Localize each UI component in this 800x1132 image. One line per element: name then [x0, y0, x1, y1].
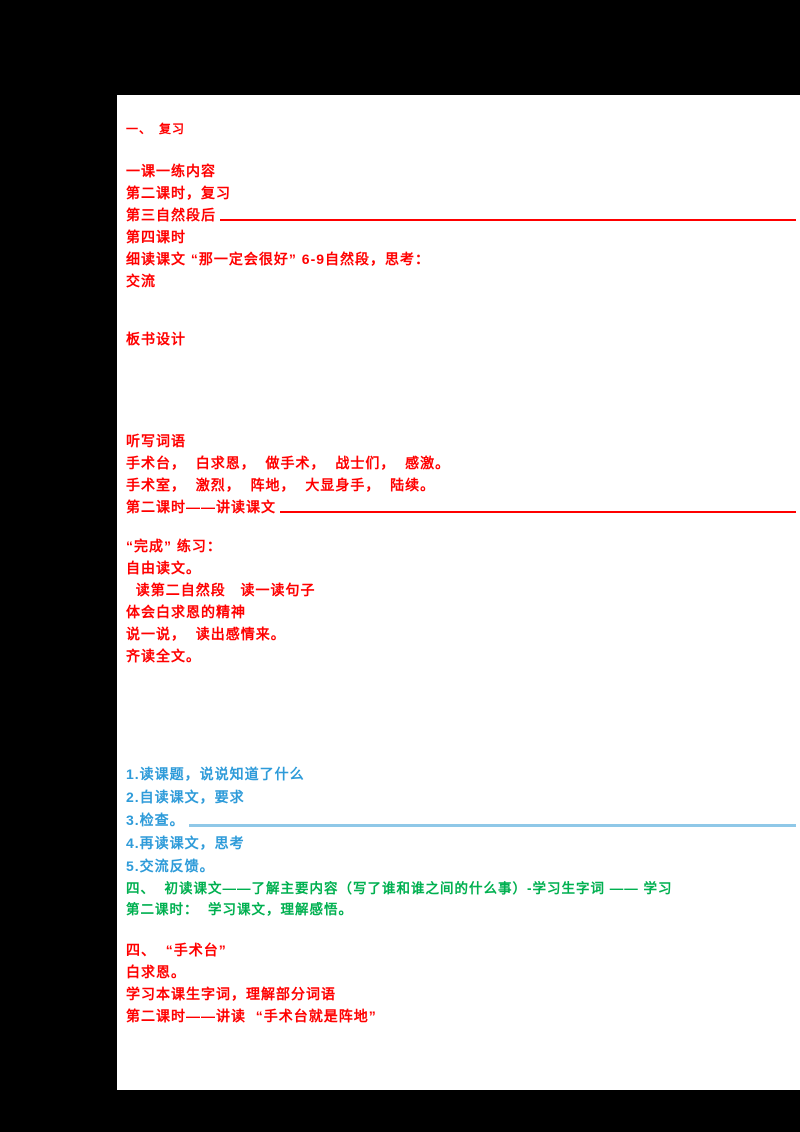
text-line: 四、 初读课文——了解主要内容（写了谁和谁之间的什么事）-学习生字词 —— 学习: [126, 878, 796, 899]
line-text: 1.读课题，说说知道了什么: [126, 766, 305, 782]
text-line: 1.读课题，说说知道了什么: [126, 763, 796, 786]
text-line: 手术室， 激烈， 阵地， 大显身手， 陆续。: [126, 474, 796, 496]
line-text: 手术台， 白求恩， 做手术， 战士们， 感激。: [126, 455, 451, 471]
text-line: 4.再读课文，思考: [126, 832, 796, 855]
underline-rule: [220, 219, 796, 221]
text-line: 5.交流反馈。: [126, 855, 796, 878]
section-red-block-2: 板书设计: [126, 328, 796, 350]
line-text: 学习本课生字词，理解部分词语: [126, 986, 336, 1002]
text-line: 第二课时——讲读 “手术台就是阵地”: [126, 1005, 796, 1027]
line-text: 读第二自然段 读一读句子: [126, 582, 316, 598]
text-line: 一、 复习: [126, 120, 796, 140]
text-line: 第二课时： 学习课文，理解感悟。: [126, 899, 796, 920]
line-text: 细读课文 “那一定会很好” 6-9自然段，思考：: [126, 251, 431, 267]
line-text: 白求恩。: [126, 964, 186, 980]
line-text: 说一说， 读出感情来。: [126, 626, 286, 642]
line-text: 5.交流反馈。: [126, 858, 215, 874]
text-line: 第二课时，复习: [126, 182, 796, 204]
line-text: 第二课时，复习: [126, 185, 231, 201]
line-text: 第四课时: [126, 229, 186, 245]
line-text: “完成” 练习：: [126, 538, 222, 554]
section-red-block-1: 一课一练内容 第二课时，复习 第三自然段后 第四课时 细读课文 “那一定会很好”…: [126, 160, 796, 292]
section-top-heading: 一、 复习: [126, 120, 796, 140]
text-line: 学习本课生字词，理解部分词语: [126, 983, 796, 1005]
line-text: 齐读全文。: [126, 648, 201, 664]
text-line: 听写词语: [126, 430, 796, 452]
line-text: 四、 初读课文——了解主要内容（写了谁和谁之间的什么事）-学习生字词 —— 学习: [126, 881, 673, 896]
line-text: 交流: [126, 273, 156, 289]
text-line: “完成” 练习：: [126, 535, 796, 557]
text-line: 第四课时: [126, 226, 796, 248]
text-line: 手术台， 白求恩， 做手术， 战士们， 感激。: [126, 452, 796, 474]
section-red-block-4: “完成” 练习： 自由读文。 读第二自然段 读一读句子 体会白求恩的精神 说一说…: [126, 535, 796, 667]
line-text: 体会白求恩的精神: [126, 604, 246, 620]
line-text: 第二课时： 学习课文，理解感悟。: [126, 902, 354, 917]
line-text: 板书设计: [126, 331, 186, 347]
text-line: 说一说， 读出感情来。: [126, 623, 796, 645]
underline-rule: [188, 824, 796, 827]
text-line: 板书设计: [126, 328, 796, 350]
text-line: 2.自读课文，要求: [126, 786, 796, 809]
text-line: 白求恩。: [126, 961, 796, 983]
line-text: 一、 复习: [126, 122, 186, 136]
line-text: 自由读文。: [126, 560, 201, 576]
text-line: 交流: [126, 270, 796, 292]
line-text: 2.自读课文，要求: [126, 789, 245, 805]
line-text: 第三自然段后: [126, 207, 216, 223]
line-text: 4.再读课文，思考: [126, 835, 245, 851]
text-line: 四、 “手术台”: [126, 939, 796, 961]
line-text: 第二课时——讲读 “手术台就是阵地”: [126, 1008, 377, 1024]
line-text: 3.检查。: [126, 812, 185, 828]
text-line: 一课一练内容: [126, 160, 796, 182]
section-blue-block: 1.读课题，说说知道了什么 2.自读课文，要求 3.检查。 4.再读课文，思考 …: [126, 763, 796, 878]
section-green-block: 四、 初读课文——了解主要内容（写了谁和谁之间的什么事）-学习生字词 —— 学习…: [126, 878, 796, 920]
underline-rule: [280, 511, 796, 513]
text-line: 3.检查。: [126, 809, 796, 832]
line-text: 听写词语: [126, 433, 186, 449]
section-red-block-5: 四、 “手术台” 白求恩。 学习本课生字词，理解部分词语 第二课时——讲读 “手…: [126, 939, 796, 1027]
text-line: 读第二自然段 读一读句子: [126, 579, 796, 601]
document-page: 一、 复习 一课一练内容 第二课时，复习 第三自然段后 第四课时 细读课文 “那…: [117, 95, 800, 1090]
line-text: 一课一练内容: [126, 163, 216, 179]
section-red-block-3: 听写词语 手术台， 白求恩， 做手术， 战士们， 感激。 手术室， 激烈， 阵地…: [126, 430, 796, 518]
line-text: 四、 “手术台”: [126, 942, 227, 958]
line-text: 手术室， 激烈， 阵地， 大显身手， 陆续。: [126, 477, 436, 493]
text-line: 第三自然段后: [126, 204, 796, 226]
line-text: 第二课时——讲读课文: [126, 499, 276, 515]
text-line: 自由读文。: [126, 557, 796, 579]
text-line: 细读课文 “那一定会很好” 6-9自然段，思考：: [126, 248, 796, 270]
text-line: 第二课时——讲读课文: [126, 496, 796, 518]
text-line: 齐读全文。: [126, 645, 796, 667]
text-line: 体会白求恩的精神: [126, 601, 796, 623]
